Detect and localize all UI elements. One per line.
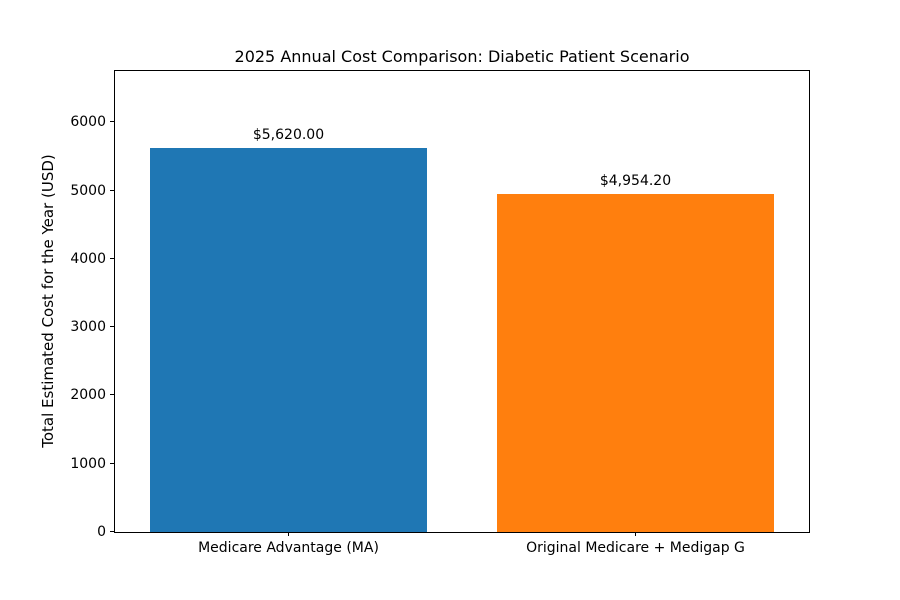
y-tick-label: 6000 — [70, 114, 106, 131]
y-tick-mark — [110, 189, 114, 191]
y-tick-mark — [110, 257, 114, 259]
x-tick-mark — [634, 532, 636, 536]
x-tick-label-medicare-advantage: Medicare Advantage (MA) — [198, 540, 379, 556]
y-axis-label: Total Estimated Cost for the Year (USD) — [39, 154, 57, 448]
y-tick-label: 1000 — [70, 455, 106, 472]
y-tick-label: 2000 — [70, 387, 106, 404]
y-tick-label: 3000 — [70, 319, 106, 336]
y-tick-mark — [110, 394, 114, 396]
bar-medicare-advantage — [149, 148, 428, 532]
bar-original-medicare-medigap — [496, 193, 775, 532]
bar-value-label: $4,954.20 — [599, 172, 672, 189]
chart-title: 2025 Annual Cost Comparison: Diabetic Pa… — [234, 47, 690, 66]
y-tick-label: 0 — [97, 524, 106, 540]
bar-group-original-medicare: $4,954.20 — [462, 71, 809, 532]
y-tick-mark — [110, 121, 114, 123]
bar-group-medicare-advantage: $5,620.00 — [115, 71, 462, 532]
y-tick-mark — [110, 462, 114, 464]
y-tick-label: 5000 — [70, 182, 106, 199]
x-tick-mark — [287, 532, 289, 536]
y-tick-mark — [110, 531, 114, 532]
x-tick-label-original-medicare: Original Medicare + Medigap G — [526, 540, 745, 556]
y-tick-mark — [110, 326, 114, 328]
bar-value-label: $5,620.00 — [252, 127, 325, 144]
y-tick-label: 4000 — [70, 250, 106, 267]
plot-area: 0 1000 2000 3000 4000 5000 6000 $5,620.0 — [70, 70, 810, 556]
